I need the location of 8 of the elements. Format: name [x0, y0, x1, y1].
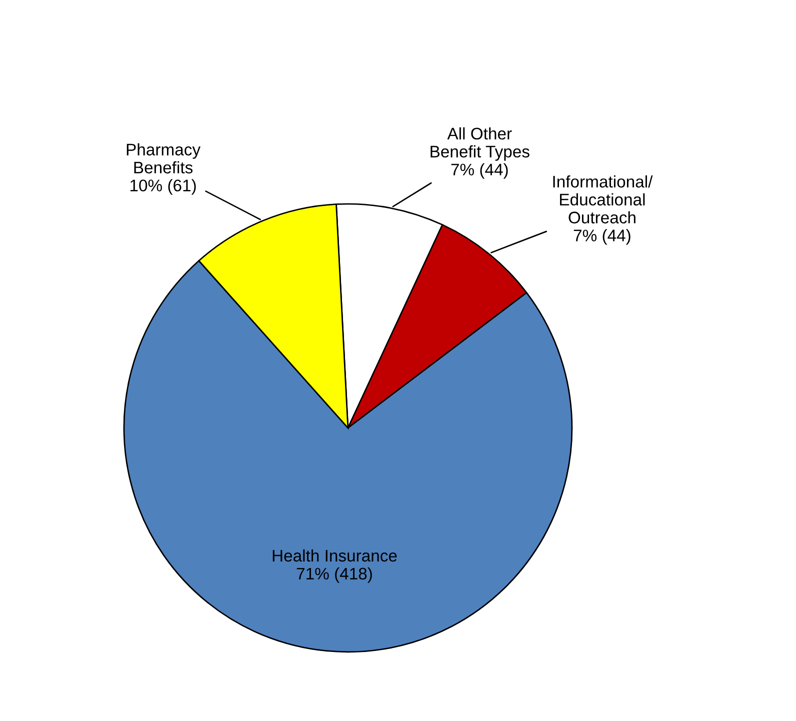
slice-label: Health Insurance	[272, 549, 397, 562]
data-label: 7% (44)	[451, 163, 508, 179]
data-label: 71% (418)	[296, 567, 372, 583]
slice-label: Informational/ Educational Outreach	[553, 175, 653, 224]
slice-label: All Other Benefit Types	[430, 127, 530, 161]
slice-label: Pharmacy Benefits	[126, 143, 201, 174]
data-label: 10% (61)	[130, 179, 196, 195]
data-label: 7% (44)	[574, 229, 630, 245]
